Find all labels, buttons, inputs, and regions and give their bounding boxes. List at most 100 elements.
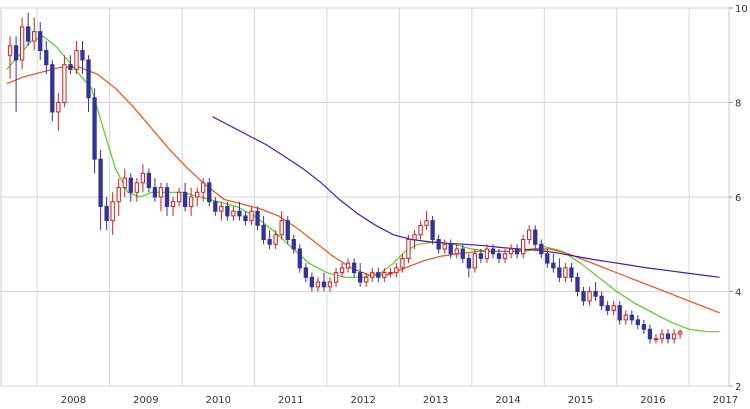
y-tick-label: 6 (735, 193, 741, 204)
candle-body (484, 248, 490, 259)
candle-body (508, 248, 514, 255)
candle-body (333, 272, 339, 283)
candle-body (641, 324, 647, 330)
x-tick-label: 2015 (568, 395, 593, 406)
candle-body (623, 314, 628, 321)
candle-body (26, 26, 31, 42)
candle-body (19, 26, 25, 61)
candles (7, 12, 683, 344)
x-tick-label: 2010 (206, 395, 231, 406)
candle-body (629, 314, 634, 321)
x-tick-label: 2011 (278, 395, 303, 406)
candle-body (291, 239, 296, 250)
candle-body (394, 267, 399, 274)
candle-body (80, 50, 85, 61)
candle-body (207, 182, 212, 203)
candle-body (527, 229, 532, 241)
candle-body (188, 196, 194, 207)
candle-body (32, 31, 37, 42)
candle-body (285, 220, 290, 241)
candle-body (430, 220, 435, 241)
y-tick-label: 8 (735, 99, 741, 110)
candle-body (593, 291, 598, 297)
candle-body (170, 201, 176, 207)
candle-body (116, 187, 121, 203)
candle-body (587, 291, 592, 302)
candle-body (569, 267, 574, 278)
candle-body (358, 272, 363, 283)
candle-body (563, 267, 568, 278)
x-tick-label: 2009 (133, 395, 158, 406)
candle-body (671, 333, 677, 340)
candle-body (647, 328, 653, 340)
candle-body (92, 97, 97, 160)
candle-body (539, 243, 544, 255)
candle-body (533, 229, 538, 245)
candle-body (514, 248, 520, 255)
candle-body (68, 64, 73, 70)
candle-body (412, 234, 417, 241)
x-tick-label: 2012 (350, 395, 375, 406)
candle-body (382, 272, 387, 278)
candle-body (56, 102, 61, 113)
candle-body (659, 333, 665, 340)
candle-body (376, 272, 381, 278)
candle-body (454, 248, 459, 255)
candle-body (62, 64, 67, 103)
candle-body (104, 205, 109, 222)
candle-body (146, 172, 152, 189)
candle-body (321, 281, 327, 288)
candle-body (279, 220, 284, 236)
candle-body (195, 191, 200, 198)
y-axis-ticks: 10 8 6 4 2 (729, 4, 748, 393)
candle-body (617, 305, 622, 321)
candle-body (213, 201, 218, 212)
x-axis-ticks: 2008 2009 2010 2011 2012 2013 2014 2015 2016 2017 (61, 395, 738, 406)
grid-lines (1, 7, 729, 387)
candle-body (50, 64, 55, 113)
candle-body (575, 276, 580, 293)
candle-body (442, 243, 447, 250)
candle-body (98, 158, 103, 207)
candle-body (255, 210, 260, 226)
candle-body (44, 50, 49, 66)
candle-body (351, 262, 357, 274)
candle-body (158, 187, 164, 198)
candle-body (635, 319, 641, 326)
candle-body (13, 45, 19, 61)
candle-body (297, 248, 302, 269)
candle-body (490, 248, 496, 255)
candle-body (599, 295, 604, 307)
candle-body (466, 257, 471, 269)
y-tick-label: 4 (735, 288, 741, 299)
candle-body (140, 172, 146, 184)
candle-body (665, 333, 671, 340)
candle-body (201, 182, 206, 193)
candle-body (400, 257, 405, 269)
candle-body (231, 210, 236, 217)
candle-body (219, 205, 224, 212)
y-tick-label: 2 (735, 382, 741, 393)
x-tick-label: 2016 (640, 395, 665, 406)
candle-body (345, 262, 351, 269)
candle-body (303, 267, 309, 278)
y-tick-label: 10 (735, 4, 748, 15)
x-tick-label: 2014 (495, 395, 520, 406)
candle-body (7, 45, 13, 56)
candle-body (496, 253, 502, 259)
candle-body (38, 31, 43, 52)
candle-body (364, 276, 369, 283)
candle-body (557, 267, 562, 278)
candle-body (152, 187, 158, 198)
candle-body (86, 59, 91, 99)
candle-body (122, 177, 127, 189)
candle-body (581, 291, 586, 302)
candle-body (460, 248, 465, 259)
candle-body (110, 201, 115, 222)
candle-body (134, 182, 139, 193)
candle-body (520, 239, 526, 255)
candle-body (249, 210, 254, 222)
candle-body (611, 305, 616, 311)
candle-body (370, 272, 375, 278)
